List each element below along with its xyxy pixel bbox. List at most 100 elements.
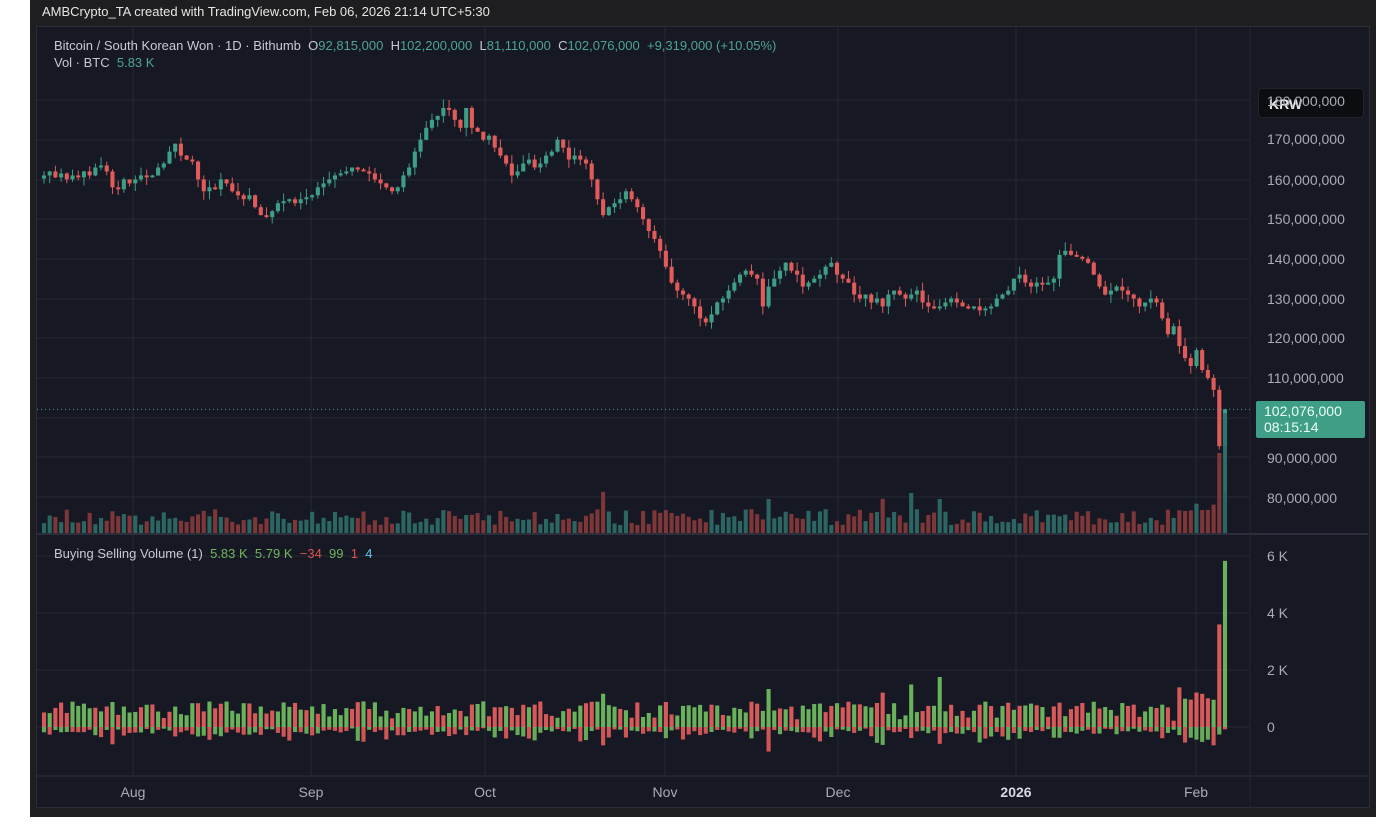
close-label: C	[558, 38, 568, 53]
candle-body	[104, 165, 109, 172]
candle-body	[749, 270, 754, 275]
candle-body	[777, 270, 783, 279]
symbol-title[interactable]: Bitcoin / South Korean Won · 1D · Bithum…	[54, 38, 301, 53]
volume-bar	[869, 512, 874, 533]
last-price-tag: 102,076,000 08:15:14	[1256, 401, 1365, 438]
buy-sell-delta-bar	[675, 727, 680, 730]
buy-sell-delta-bar	[350, 727, 355, 729]
candle-body	[521, 163, 526, 172]
volume-bar	[41, 523, 47, 533]
volume-bar	[1160, 524, 1165, 533]
buy-sell-bar	[1011, 709, 1016, 727]
volume-bar	[852, 516, 857, 533]
buy-sell-delta-bar	[857, 727, 862, 731]
buy-sell-bar	[623, 710, 628, 727]
buy-sell-delta-bar	[138, 727, 144, 733]
volume-bar	[178, 520, 183, 533]
candle-body	[903, 294, 908, 299]
candle-body	[361, 169, 366, 172]
buy-sell-bar	[983, 701, 988, 727]
buy-sell-bar	[566, 708, 571, 727]
volume-legend[interactable]: Vol · BTC 5.83 K	[54, 55, 154, 70]
currency-selector[interactable]: KRW	[1258, 88, 1364, 118]
candle-body	[646, 219, 651, 232]
volume-bar	[715, 524, 720, 533]
buy-sell-delta-bar	[230, 727, 235, 730]
buy-sell-delta-bar	[389, 727, 395, 731]
candle-body	[156, 167, 161, 176]
buy-sell-delta-bar	[76, 727, 81, 733]
buy-sell-delta-bar	[1205, 727, 1210, 740]
candle-body	[469, 107, 474, 128]
candle-body	[846, 278, 851, 283]
buy-sell-delta-bar	[1046, 727, 1051, 730]
indicator-name[interactable]: Buying Selling Volume (1)	[54, 546, 203, 561]
buy-sell-bar	[350, 708, 355, 727]
candle-body	[87, 171, 92, 176]
candle-body	[218, 179, 223, 190]
buy-sell-delta-bar	[583, 727, 589, 741]
candle-body	[133, 179, 138, 184]
candle-body	[429, 119, 435, 128]
buy-sell-delta-bar	[1120, 727, 1125, 732]
buy-sell-bar	[401, 707, 406, 727]
buy-sell-delta-bar	[1154, 727, 1159, 732]
indicator-legend[interactable]: Buying Selling Volume (1) 5.83 K 5.79 K …	[54, 546, 372, 561]
buy-sell-delta-bar	[1006, 727, 1011, 740]
buy-sell-delta-bar	[954, 727, 959, 734]
volume-bar	[629, 523, 634, 533]
price-tick: 120,000,000	[1267, 330, 1345, 346]
buy-sell-bar	[1034, 705, 1039, 727]
buy-sell-bar	[635, 702, 640, 727]
buy-sell-delta-bar	[458, 727, 463, 730]
buy-sell-bar	[966, 717, 971, 727]
candle-body	[53, 171, 58, 178]
volume-bar	[338, 517, 343, 533]
candle-body	[412, 151, 417, 168]
buy-sell-bar	[880, 692, 885, 727]
buy-sell-bar	[509, 707, 514, 727]
candle-body	[492, 135, 497, 148]
buy-sell-bar	[572, 711, 577, 727]
buy-sell-bar	[675, 715, 680, 727]
buy-sell-bar	[127, 712, 132, 727]
buy-sell-delta-bar	[509, 727, 514, 731]
buy-sell-delta-bar	[190, 727, 195, 735]
buy-sell-bar	[658, 705, 663, 727]
buy-sell-bar	[606, 705, 611, 727]
buy-sell-bar	[59, 702, 64, 727]
candle-body	[327, 179, 332, 184]
chart-container[interactable]	[36, 26, 1370, 808]
buy-sell-bar	[726, 715, 731, 727]
time-label: Nov	[652, 784, 678, 800]
volume-bar	[441, 510, 446, 533]
buy-sell-delta-bar	[492, 727, 497, 738]
buy-sell-bar	[76, 705, 81, 727]
buy-sell-delta-bar	[1217, 727, 1222, 735]
buy-sell-bar	[218, 703, 223, 727]
indicator-tick: 6 K	[1267, 548, 1289, 564]
price-tick: 80,000,000	[1267, 490, 1338, 506]
buy-sell-delta-bar	[481, 727, 486, 729]
volume-bar	[389, 523, 395, 533]
price-tick: 140,000,000	[1267, 251, 1345, 267]
buy-sell-bar	[1040, 707, 1045, 727]
buy-sell-delta-bar	[817, 727, 822, 742]
buy-sell-bar	[1148, 706, 1153, 727]
volume-bar	[213, 509, 218, 533]
candle-body	[475, 127, 480, 132]
candle-body	[1000, 294, 1005, 299]
buy-sell-bar	[47, 713, 52, 727]
candle-body	[920, 290, 925, 303]
buy-sell-delta-bar	[578, 727, 583, 742]
buy-sell-bar	[903, 715, 908, 727]
buy-sell-delta-bar	[920, 727, 925, 731]
candle-body	[755, 274, 760, 279]
candle-body	[1211, 377, 1216, 390]
buy-sell-bar	[378, 716, 383, 727]
symbol-legend[interactable]: Bitcoin / South Korean Won · 1D · Bithum…	[54, 38, 776, 53]
volume-bar	[589, 513, 594, 533]
buy-sell-delta-bar	[795, 727, 800, 733]
candle-body	[338, 173, 343, 176]
